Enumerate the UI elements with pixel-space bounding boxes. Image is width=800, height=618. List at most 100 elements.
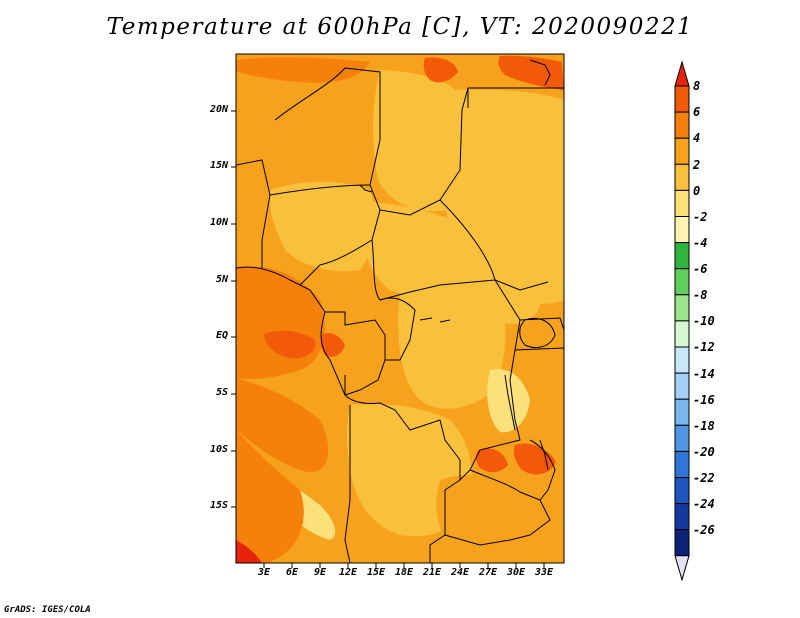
country-boundaries <box>236 59 564 563</box>
colorbar-label: 2 <box>693 158 701 172</box>
colorbar-label: -6 <box>693 262 708 276</box>
colorbar-swatch <box>674 398 690 426</box>
lat-label-eq: EQ <box>215 330 228 341</box>
lat-label-20n: 20N <box>209 104 228 115</box>
boundary-northeast <box>529 59 551 86</box>
colorbar-label: 0 <box>693 184 701 198</box>
colorbar-swatch <box>674 189 690 217</box>
colorbar-label: -4 <box>693 236 708 250</box>
boundary-malawi <box>529 439 556 501</box>
colorbar-label: -10 <box>693 314 715 328</box>
lake-victoria <box>519 317 556 348</box>
colorbar-swatch <box>674 372 690 400</box>
colorbar-swatch <box>674 85 690 113</box>
colorbar <box>674 60 690 582</box>
field-zone-0-2-nigeria <box>269 181 376 272</box>
colorbar-label: -8 <box>693 288 708 302</box>
boundary-gabon-congo <box>325 311 386 396</box>
lat-label-10n: 10N <box>209 217 228 228</box>
lat-label-5s: 5S <box>215 387 228 398</box>
footer-credit: GrADS: IGES/COLA <box>4 605 91 615</box>
colorbar-swatch <box>674 320 690 348</box>
boundary-drc-angola <box>344 394 461 480</box>
colorbar-label: -16 <box>693 393 715 407</box>
lake-malawi <box>539 439 549 471</box>
coastline-gulf <box>236 266 326 313</box>
lat-label-10s: 10S <box>209 444 228 455</box>
lon-ticks <box>263 563 545 568</box>
lon-label-15e: 15E <box>366 567 386 578</box>
colorbar-swatch <box>674 163 690 191</box>
colorbar-label: -26 <box>693 523 715 537</box>
boundary-uganda <box>519 317 564 331</box>
colorbar-swatch <box>674 424 690 452</box>
colorbar-label: 4 <box>693 131 701 145</box>
field-zone-0-2-congo <box>398 285 506 409</box>
lon-label-33e: 33E <box>534 567 554 578</box>
boundary-cameroon <box>299 239 373 286</box>
map-frame <box>235 53 565 564</box>
colorbar-swatch <box>674 450 690 478</box>
field-zone-6-8-egypt <box>498 55 564 90</box>
field-zone-6-8-libya <box>423 57 458 83</box>
lat-label-15s: 15S <box>209 500 228 511</box>
colorbar-label: 8 <box>693 79 701 93</box>
boundary-angola-west <box>344 405 351 563</box>
lon-label-30e: 30E <box>506 567 526 578</box>
boundary-niger-chad <box>274 67 381 241</box>
colorbar-swatch <box>674 294 690 322</box>
colorbar-swatch <box>674 268 690 296</box>
boundary-car-congo <box>371 239 496 301</box>
lon-label-27e: 27E <box>478 567 498 578</box>
field-zone-minus2-0-tanzania <box>487 369 530 433</box>
boundary-congo-drc <box>379 297 416 361</box>
map-title: Temperature at 600hPa [C], VT: 202009022… <box>106 14 694 40</box>
lon-label-18e: 18E <box>394 567 414 578</box>
colorbar-swatch <box>674 477 690 505</box>
field-zone-4-6-southwest <box>236 430 304 563</box>
boundary-drc-east <box>459 279 521 481</box>
colorbar-swatch <box>674 346 690 374</box>
field-zone-6-8-gabon <box>264 330 316 359</box>
coastline-gabon <box>320 311 346 396</box>
colorbar-swatch <box>674 216 690 244</box>
field-zone-8-plus-southwest <box>236 540 262 563</box>
colorbar-label: -20 <box>693 445 715 459</box>
temperature-field <box>236 54 564 563</box>
field-zone-6-8-katanga <box>475 448 508 473</box>
colorbar-swatch <box>674 555 690 582</box>
colorbar-label: -22 <box>693 471 715 485</box>
colorbar-label: -24 <box>693 497 715 511</box>
boundary-kenya-tanzania <box>514 347 564 351</box>
lat-label-15n: 15N <box>209 160 228 171</box>
colorbar-label: 6 <box>693 105 701 119</box>
colorbar-swatch <box>674 137 690 165</box>
lake-tanganyika <box>504 374 516 431</box>
field-zone-4-6-ocean <box>236 378 329 472</box>
lat-label-5n: 5N <box>215 274 228 285</box>
colorbar-label: -2 <box>693 210 708 224</box>
lat-ticks <box>231 110 236 508</box>
boundary-zambia <box>444 469 551 546</box>
colorbar-swatch <box>674 529 690 557</box>
colorbar-label: -14 <box>693 367 715 381</box>
field-zone-6-8-congo-coast <box>320 333 345 357</box>
lon-label-12e: 12E <box>338 567 358 578</box>
lon-label-9e: 9E <box>313 567 327 578</box>
colorbar-swatch <box>674 111 690 139</box>
lon-label-6e: 6E <box>285 567 299 578</box>
colorbar-swatch <box>674 242 690 270</box>
field-zone-2-4-zambia <box>436 474 552 553</box>
colorbar-swatch <box>674 503 690 531</box>
lon-label-24e: 24E <box>450 567 470 578</box>
lakes <box>359 184 556 471</box>
lon-label-21e: 21E <box>422 567 442 578</box>
colorbar-label: -12 <box>693 340 715 354</box>
river-congo <box>419 317 451 323</box>
field-zone-6-8-malawi <box>513 443 556 475</box>
colorbar-label: -18 <box>693 419 715 433</box>
lon-label-3e: 3E <box>257 567 271 578</box>
colorbar-swatch <box>674 60 690 87</box>
lake-chad <box>359 184 373 193</box>
